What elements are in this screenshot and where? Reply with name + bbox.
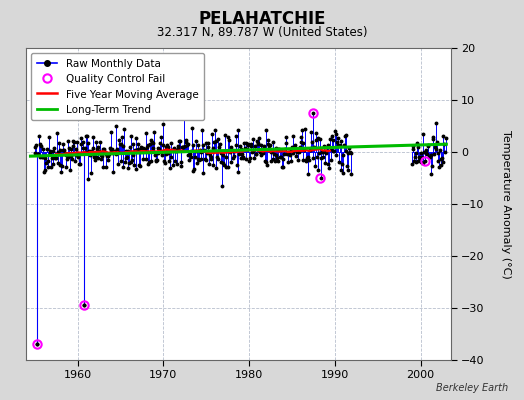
Text: 32.317 N, 89.787 W (United States): 32.317 N, 89.787 W (United States): [157, 26, 367, 39]
Text: PELAHATCHIE: PELAHATCHIE: [198, 10, 326, 28]
Text: Berkeley Earth: Berkeley Earth: [436, 383, 508, 393]
Y-axis label: Temperature Anomaly (°C): Temperature Anomaly (°C): [501, 130, 511, 278]
Legend: Raw Monthly Data, Quality Control Fail, Five Year Moving Average, Long-Term Tren: Raw Monthly Data, Quality Control Fail, …: [31, 53, 204, 120]
